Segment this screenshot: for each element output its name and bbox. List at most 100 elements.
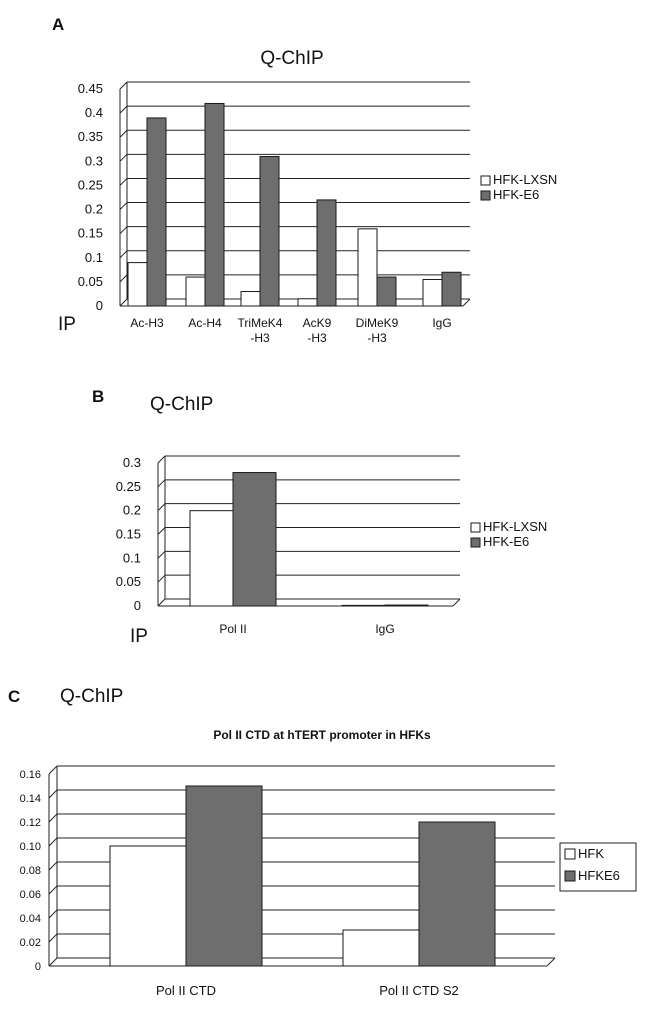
y-tick-label: 0.06	[20, 889, 41, 901]
gridline-side	[48, 813, 58, 823]
x-tick-label: IgG	[432, 316, 451, 330]
gridline-side	[48, 861, 58, 871]
y-tick-label: 0.04	[20, 913, 41, 925]
y-tick-label: 0.08	[20, 865, 41, 877]
legend-box	[559, 842, 637, 892]
gridline-side	[119, 129, 128, 138]
bar-hfk	[109, 845, 187, 967]
panel-b: B Q-ChIP 0.3 0.25 0.2 0.15 0.1 0.05 0 Pol II IgG IP…	[92, 387, 547, 647]
gridline-side	[119, 153, 128, 162]
panel-c: C Q-ChIP Pol II CTD at hTERT promoter in H…	[8, 686, 637, 998]
x-tick-label: TriMeK4	[238, 316, 283, 330]
bar-hfk	[342, 929, 420, 967]
y-tick-label: 0.10	[20, 841, 41, 853]
x-tick-label: IgG	[375, 622, 394, 636]
floor-edge	[462, 298, 471, 307]
x-tick-label: DiMeK9	[356, 316, 399, 330]
gridline-side	[157, 550, 166, 559]
bar-hfk-e6	[316, 199, 337, 307]
x-tick-label: Pol II CTD	[156, 983, 216, 998]
legend-label: HFKE6	[578, 868, 620, 883]
legend-label: HFK-E6	[493, 187, 539, 202]
gridline-side	[48, 957, 58, 967]
x-tick-label: Ac-H3	[130, 316, 164, 330]
y-tick-label: 0.45	[78, 81, 103, 96]
legend-swatch	[480, 190, 491, 201]
bar-hfke6	[418, 821, 496, 967]
bar-hfk-e6	[441, 271, 462, 307]
y-tick-label: 0	[35, 961, 41, 973]
gridline-side	[157, 479, 166, 488]
gridline-side	[48, 933, 58, 943]
gridline-side	[48, 765, 58, 775]
bar-hfk-e6	[384, 604, 429, 607]
bar-hfk-e6	[376, 276, 397, 307]
bar-hfk-e6	[146, 117, 167, 307]
y-tick-label: 0.15	[116, 527, 141, 542]
panel-a: A Q-ChIP 0.45 0.4 0.35 0.3 0.25 0.2 0.15 0.1 0.05 0…	[52, 15, 557, 345]
legend-label: HFK	[578, 846, 604, 861]
y-tick-label: 0.1	[85, 250, 103, 265]
gridline-side	[119, 105, 128, 114]
gridline-side	[157, 574, 166, 583]
panel-label: C	[8, 687, 20, 706]
legend-label: HFK-LXSN	[493, 172, 557, 187]
x-tick-label: Pol II	[219, 622, 246, 636]
bar-hfk-lxsn	[185, 276, 206, 307]
bar-hfk-lxsn	[341, 604, 386, 607]
x-tick-label: -H3	[367, 331, 387, 345]
x-tick-label: -H3	[307, 331, 327, 345]
legend-swatch	[564, 848, 576, 860]
bar-hfk-lxsn	[422, 278, 443, 307]
y-tick-label: 0.2	[85, 202, 103, 217]
y-tick-label: 0.25	[116, 479, 141, 494]
y-tick-label: 0.35	[78, 129, 103, 144]
chart-title: Q-ChIP	[150, 394, 213, 415]
bar-hfke6	[185, 785, 263, 967]
bar-hfk-e6	[204, 102, 225, 307]
bar-hfk-lxsn	[297, 298, 318, 307]
y-tick-label: 0	[96, 298, 103, 313]
y-tick-label: 0.05	[78, 274, 103, 289]
y-tick-label: 0.16	[20, 769, 41, 781]
bar-hfk-lxsn	[189, 510, 234, 607]
gridline-side	[157, 455, 166, 464]
y-tick-label: 0.02	[20, 937, 41, 949]
legend-swatch	[480, 175, 491, 186]
floor-edge	[546, 957, 556, 967]
bar-hfk-e6	[259, 156, 280, 307]
gridline-side	[119, 81, 128, 90]
chart-title: Q-ChIP	[60, 686, 123, 707]
y-tick-label: 0.3	[85, 153, 103, 168]
x-tick-label: AcK9	[303, 316, 332, 330]
y-tick-label: 0.05	[116, 574, 141, 589]
y-tick-label: 0.2	[123, 503, 141, 518]
gridline-side	[48, 789, 58, 799]
x-tick-label: -H3	[250, 331, 270, 345]
floor-edge	[452, 598, 461, 607]
bar-hfk-e6	[232, 472, 277, 607]
legend-label: HFK-LXSN	[483, 519, 547, 534]
gridline-side	[48, 837, 58, 847]
legend-swatch	[470, 537, 481, 548]
legend-swatch	[564, 870, 576, 882]
bar-hfk-lxsn	[357, 228, 378, 307]
y-tick-label: 0.4	[85, 105, 103, 120]
chart-subtitle: Pol II CTD at hTERT promoter in HFKs	[213, 728, 431, 742]
legend-label: HFK-E6	[483, 534, 529, 549]
gridline-side	[157, 598, 166, 607]
x-axis-label: IP	[130, 626, 148, 647]
gridline-side	[119, 298, 128, 307]
y-tick-label: 0.12	[20, 817, 41, 829]
x-tick-label: Pol II CTD S2	[379, 983, 458, 998]
y-tick-label: 0.3	[123, 455, 141, 470]
y-tick-label: 0.25	[78, 177, 103, 192]
legend-swatch	[470, 522, 481, 533]
x-tick-label: Ac-H4	[188, 316, 222, 330]
gridline-side	[119, 226, 128, 235]
gridline-side	[119, 202, 128, 210]
panel-label: A	[52, 15, 64, 34]
gridline-side	[119, 274, 128, 283]
gridline-side	[119, 250, 128, 259]
